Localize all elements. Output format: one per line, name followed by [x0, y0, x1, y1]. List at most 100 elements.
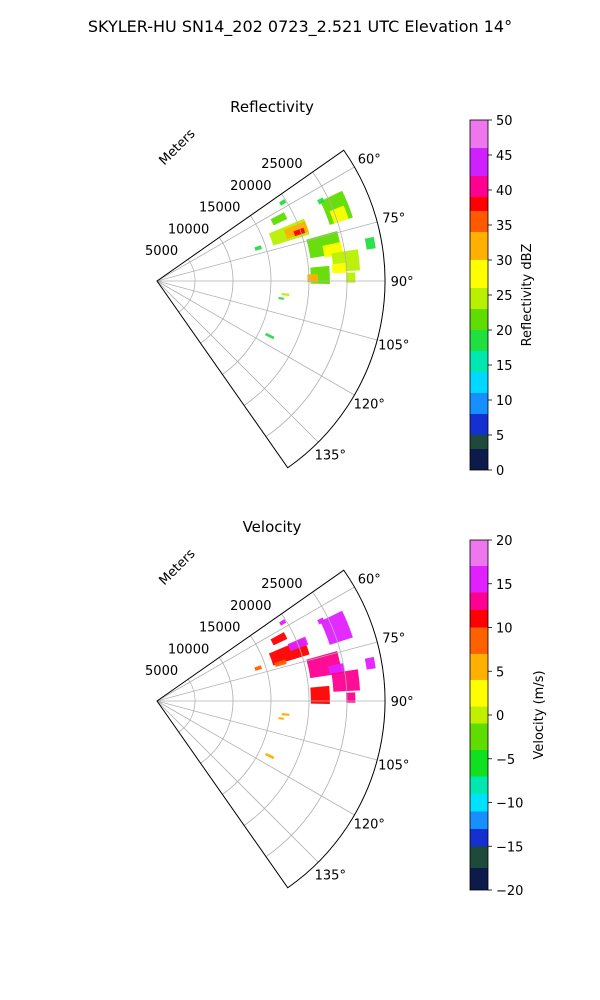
- azimuth-gridline: [156, 280, 378, 341]
- velocity-colorbar: −20 −15 −10 −5 0 5 10 15 20: [469, 534, 523, 899]
- echo-cell: [254, 665, 263, 671]
- sector-outline: [156, 149, 386, 469]
- azimuth-gridline: [156, 586, 355, 702]
- azimuth-tick-label: 75°: [382, 212, 405, 227]
- azimuth-tick-label: 120°: [354, 398, 385, 413]
- reflectivity-grid: [156, 149, 386, 469]
- azimuth-tick-label: 105°: [378, 338, 409, 353]
- echo-cell: [265, 332, 275, 340]
- range-ring: [222, 635, 272, 795]
- echo-cell: [254, 245, 263, 251]
- range-ring: [243, 613, 310, 826]
- colorbar-tick-label: 20: [496, 534, 513, 549]
- echo-cell: [329, 205, 349, 224]
- colorbar-tick-label: 0: [496, 464, 504, 479]
- colorbar-tick-label: 20: [496, 324, 513, 339]
- colorbar-tick-label: 5: [496, 429, 504, 444]
- echo-cell: [310, 685, 330, 705]
- colorbar-tick-label: 0: [496, 709, 504, 724]
- azimuth-tick-label: 120°: [354, 818, 385, 833]
- echo-cell: [279, 199, 287, 206]
- echo-cell: [346, 692, 356, 703]
- velocity-title: Velocity: [243, 518, 302, 536]
- radial-tick-label: 10000: [168, 642, 209, 657]
- velocity-panel: Velocity 5000 10000 15000 20000 25000 60° 75° 9…: [145, 518, 547, 899]
- reflectivity-echoes: [254, 190, 376, 340]
- echo-cell: [283, 221, 309, 239]
- azimuth-tick-label: 135°: [315, 868, 346, 883]
- range-ring: [222, 215, 272, 375]
- range-ring: [243, 193, 310, 406]
- azimuth-tick-label: 60°: [358, 572, 381, 587]
- colorbar-tick-label: −10: [496, 797, 523, 812]
- azimuth-gridline: [156, 221, 378, 282]
- colorbar-tick-label: −5: [496, 753, 515, 768]
- echo-cell: [279, 619, 287, 626]
- range-ring: [265, 171, 348, 437]
- echo-cell: [278, 717, 284, 720]
- echo-cell: [317, 617, 325, 625]
- colorbar-tick-label: 35: [496, 219, 513, 234]
- colorbar-scale: [469, 119, 489, 471]
- radial-tick-label: 20000: [230, 179, 271, 194]
- colorbar-tick-label: 10: [496, 622, 513, 637]
- echo-cell: [270, 632, 288, 646]
- azimuth-gridline: [156, 280, 355, 396]
- azimuth-gridline: [156, 280, 319, 443]
- echo-cell: [274, 659, 287, 667]
- azimuth-gridline: [156, 700, 319, 863]
- echo-cell: [293, 227, 306, 237]
- radial-tick-label: 25000: [261, 157, 302, 172]
- velocity-colorbar-label: Velocity (m/s): [532, 670, 547, 759]
- reflectivity-colorbar: 0 5 10 15 20 25 30 35 40 45 50: [469, 114, 513, 479]
- echo-cell: [307, 273, 319, 283]
- colorbar-tick-label: −20: [496, 884, 523, 899]
- radial-tick-label: 20000: [230, 599, 271, 614]
- colorbar-tick-label: 30: [496, 254, 513, 269]
- azimuth-tick-label: 90°: [391, 275, 414, 290]
- azimuth-gridline: [156, 700, 378, 761]
- velocity-radial-axis-label: Meters: [157, 546, 199, 588]
- colorbar-tick-label: 15: [496, 359, 513, 374]
- echo-cell: [265, 752, 275, 760]
- echo-cell: [270, 212, 288, 226]
- colorbar-tick-label: 40: [496, 184, 513, 199]
- azimuth-gridline: [156, 166, 355, 282]
- echo-cell: [331, 262, 347, 274]
- echo-cell: [317, 197, 325, 205]
- reflectivity-colorbar-label: Reflectivity dBZ: [520, 244, 535, 347]
- echo-cell: [278, 297, 284, 300]
- range-ring: [200, 657, 234, 764]
- reflectivity-panel: Reflectivity 5000 10000 15000 20000 25000 60°…: [145, 98, 535, 479]
- colorbar-tick-label: −15: [496, 840, 523, 855]
- colorbar-tick-label: 10: [496, 394, 513, 409]
- sector-outline: [156, 569, 386, 889]
- radial-tick-label: 15000: [199, 201, 240, 216]
- echo-cell: [364, 236, 376, 250]
- radial-tick-label: 10000: [168, 222, 209, 237]
- echo-cell: [346, 272, 356, 283]
- colorbar-tick-label: 50: [496, 114, 513, 129]
- range-ring: [265, 591, 348, 857]
- azimuth-tick-label: 60°: [358, 152, 381, 167]
- figure-title: SKYLER-HU SN14_202 0723_2.521 UTC Elevat…: [88, 17, 512, 37]
- echo-cell: [281, 713, 290, 717]
- velocity-grid: [156, 569, 386, 889]
- range-ring: [200, 237, 234, 344]
- velocity-echoes: [254, 610, 376, 760]
- azimuth-tick-label: 105°: [378, 758, 409, 773]
- colorbar-tick-label: 45: [496, 149, 513, 164]
- azimuth-tick-label: 90°: [391, 695, 414, 710]
- velocity-ticks: 5000 10000 15000 20000 25000 60° 75° 90° 105° 120…: [145, 572, 414, 883]
- reflectivity-title: Reflectivity: [230, 98, 314, 116]
- colorbar-scale: [469, 539, 489, 891]
- colorbar-tick-label: 15: [496, 578, 513, 593]
- reflectivity-radial-axis-label: Meters: [157, 126, 199, 168]
- colorbar-tick-label: 25: [496, 289, 513, 304]
- azimuth-gridline: [156, 700, 355, 816]
- radial-tick-label: 15000: [199, 621, 240, 636]
- azimuth-gridline: [156, 641, 378, 702]
- echo-cell: [281, 293, 290, 297]
- echo-cell: [364, 656, 376, 670]
